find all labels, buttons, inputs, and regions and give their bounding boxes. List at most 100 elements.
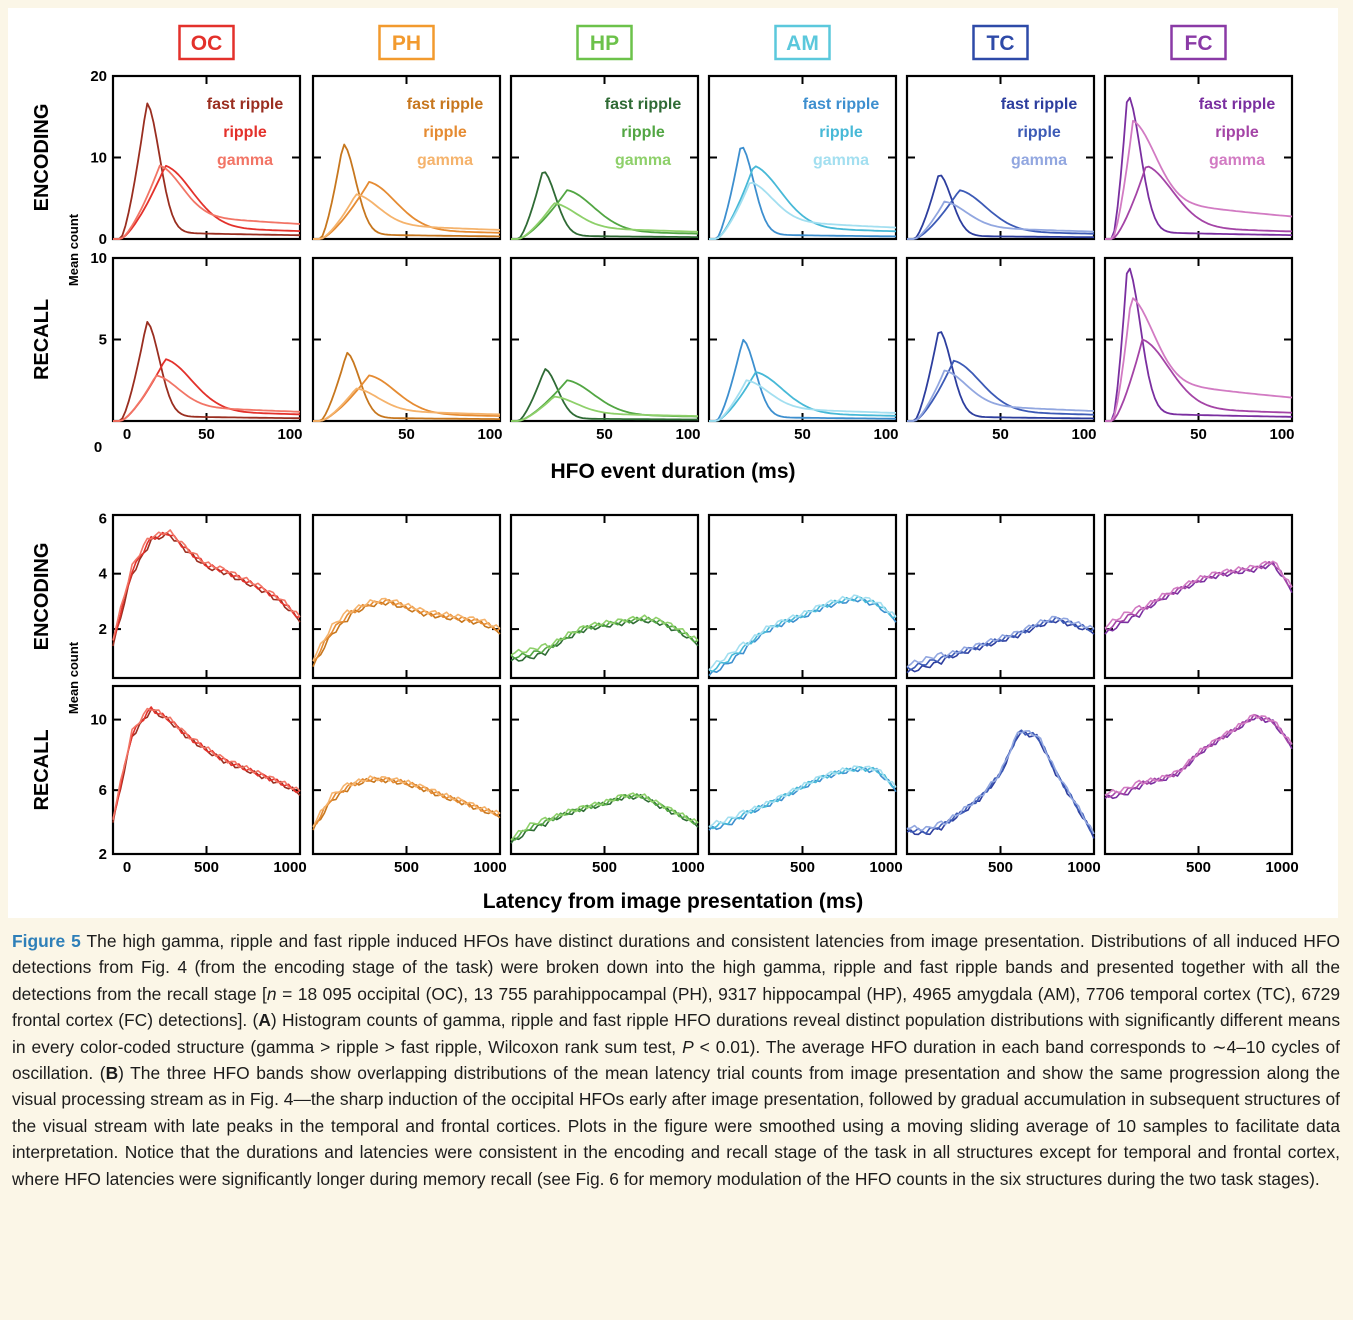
structure-header-box (576, 24, 633, 61)
caption-panel-a-label: A (258, 1010, 271, 1031)
hfo-duration-curve (313, 143, 500, 240)
latency-curve (312, 597, 501, 662)
structure-header-box (774, 24, 831, 61)
hfo-duration-curve (709, 146, 896, 240)
latency-curve (906, 730, 1095, 835)
caption-text-1: The high gamma, ripple and fast ripple i… (12, 931, 1340, 1004)
hfo-duration-curve (313, 193, 501, 240)
hfo-duration-curve (907, 174, 1094, 240)
latency-curve (1104, 713, 1293, 798)
x-tick-label: 500 (790, 859, 815, 876)
x-tick-label: 50 (794, 426, 811, 443)
structure-header-label: AM (786, 32, 819, 55)
x-axis-label: Latency from image presentation (ms) (483, 890, 863, 913)
latency-curve (112, 531, 301, 641)
structure-header-label: PH (392, 32, 421, 55)
hfo-duration-curve (113, 102, 300, 240)
x-tick-label: 1000 (671, 859, 704, 876)
plot-frame (311, 256, 502, 423)
x-axis-label: HFO event duration (ms) (550, 460, 795, 483)
figure-panel: OC PH HP AM TC FC ENCODING RECALL Mean count ENCO… (8, 8, 1338, 918)
legend-entry: gamma (615, 152, 671, 169)
figure-caption: Figure 5 The high gamma, ripple and fast… (12, 928, 1340, 1192)
figure-graphic: OC PH HP AM TC FC ENCODING RECALL Mean count ENCO… (31, 24, 1299, 913)
caption-text-2: = 18 095 occipital (OC), 13 755 parahipp… (12, 983, 1341, 1031)
x-tick-label: 1000 (869, 859, 902, 876)
row-label: ENCODING (31, 104, 53, 212)
y-tick-label: 20 (90, 68, 107, 85)
x-tick-label: 0 (94, 439, 102, 456)
hfo-duration-curve (1105, 119, 1293, 240)
structure-header-box (1170, 24, 1227, 61)
latency-curve (510, 792, 699, 841)
y-axis-label: Mean count (66, 641, 81, 714)
hfo-duration-curve (313, 181, 501, 240)
hfo-duration-curve (113, 321, 300, 422)
structure-header-label: HP (590, 32, 619, 55)
hfo-duration-curve (709, 165, 897, 240)
x-tick-label: 0 (123, 859, 131, 876)
hfo-duration-curve (709, 338, 896, 422)
latency-curve (112, 706, 301, 819)
legend-entry: ripple (423, 124, 467, 141)
latency-curve (312, 776, 501, 827)
caption-panel-b-label: B (105, 1063, 119, 1084)
x-tick-label: 100 (873, 426, 898, 443)
plot-frame (311, 684, 502, 856)
y-tick-label: 0 (99, 231, 107, 248)
structure-header-box (972, 24, 1029, 61)
x-tick-label: 50 (398, 426, 415, 443)
latency-curve (312, 777, 501, 831)
latency-curve (312, 601, 501, 668)
x-tick-label: 100 (477, 426, 502, 443)
latency-curve (1104, 561, 1293, 635)
latency-curve (510, 616, 699, 660)
latency-curve (906, 619, 1095, 674)
hfo-duration-curve (1105, 165, 1293, 240)
legend-entry: fast ripple (803, 96, 880, 113)
y-tick-label: 6 (99, 782, 107, 799)
legend-entry: fast ripple (407, 96, 484, 113)
hfo-duration-curve (1105, 297, 1293, 422)
legend-entry: fast ripple (1001, 96, 1078, 113)
hfo-duration-curve (907, 369, 1095, 422)
x-tick-label: 1000 (1067, 859, 1100, 876)
hfo-duration-curve (113, 374, 301, 422)
latency-curve (312, 599, 501, 662)
plot-frame (509, 684, 700, 856)
plot-frame (905, 513, 1096, 680)
y-tick-label: 2 (99, 846, 107, 863)
latency-curve (510, 614, 699, 656)
x-tick-label: 50 (198, 426, 215, 443)
latency-curve (112, 708, 301, 823)
hfo-duration-curve (907, 189, 1094, 240)
hfo-duration-curve (313, 374, 500, 422)
plot-frame (1103, 513, 1294, 680)
hfo-duration-curve (511, 368, 698, 422)
hfo-duration-curve (907, 331, 1095, 422)
x-tick-label: 500 (988, 859, 1013, 876)
hfo-duration-curve (511, 189, 699, 240)
hfo-duration-curve (1105, 338, 1293, 422)
legend-entry: gamma (1209, 152, 1265, 169)
y-tick-label: 6 (99, 510, 107, 527)
row-label: RECALL (31, 299, 53, 380)
hfo-duration-curve (113, 358, 300, 422)
legend-entry: ripple (1215, 124, 1259, 141)
y-tick-label: 4 (99, 566, 108, 583)
structure-header-label: TC (987, 32, 1015, 55)
row-label: RECALL (31, 729, 53, 810)
plot-frame (1103, 684, 1294, 856)
hfo-duration-curve (313, 351, 500, 422)
y-tick-label: 10 (90, 712, 107, 729)
legend-entry: gamma (813, 152, 869, 169)
y-tick-label: 10 (90, 150, 107, 167)
latency-curve (906, 729, 1095, 835)
hfo-duration-curve (511, 395, 699, 422)
structure-header-label: OC (191, 32, 223, 55)
legend-entry: fast ripple (207, 96, 284, 113)
x-tick-label: 500 (394, 859, 419, 876)
hfo-duration-curve (1105, 267, 1292, 422)
latency-curve (510, 793, 699, 841)
y-tick-label: 2 (99, 621, 107, 638)
